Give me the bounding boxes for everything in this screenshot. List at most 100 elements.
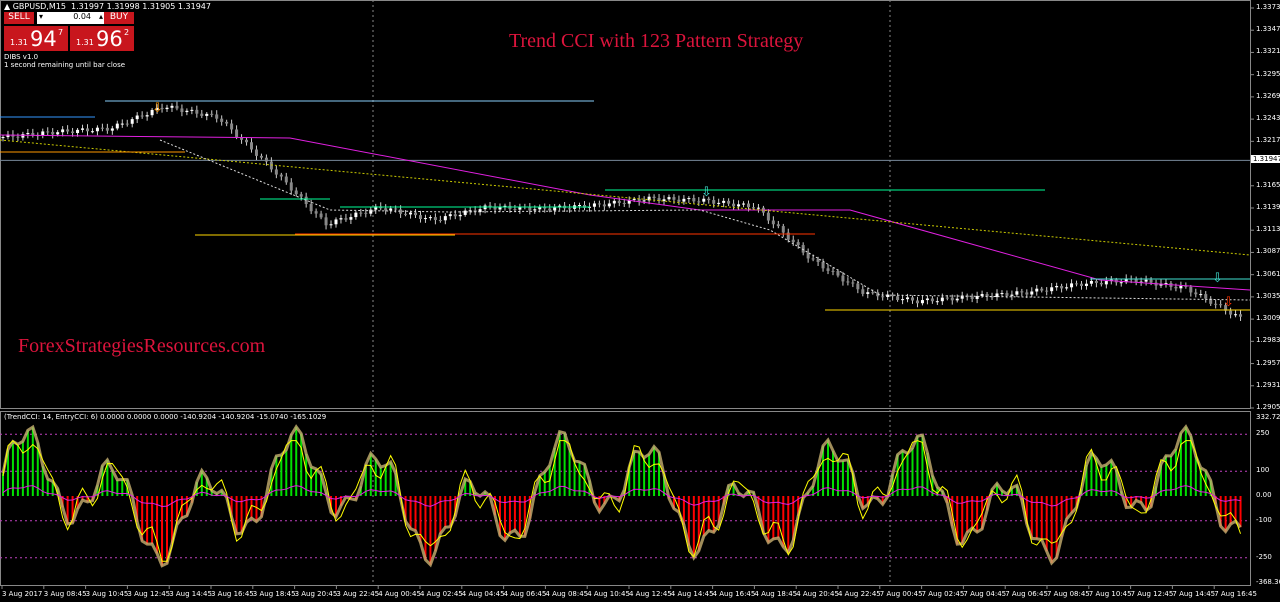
- candle-body: [801, 245, 805, 253]
- sell-price-sup: 7: [58, 28, 64, 37]
- price-axis-label: 1.30610: [1256, 269, 1280, 278]
- candle-body: [120, 123, 124, 125]
- candle-body: [742, 203, 746, 205]
- candle-body: [896, 296, 900, 301]
- candle-body: [553, 207, 557, 211]
- candle-body: [796, 242, 800, 246]
- indicator-header: (TrendCCI: 14, EntryCCI: 6) 0.0000 0.000…: [4, 413, 327, 421]
- candle-body: [409, 212, 413, 215]
- candle-body: [354, 212, 358, 218]
- lot-increase-icon[interactable]: ▴: [98, 12, 103, 21]
- candle-body: [289, 182, 293, 191]
- candle-body: [548, 208, 552, 211]
- candle-body: [876, 292, 880, 297]
- candle-body: [1219, 304, 1223, 306]
- time-axis-label: 7 Aug 10:45: [1088, 590, 1132, 598]
- candle-body: [915, 300, 919, 304]
- candle-body: [692, 198, 696, 202]
- price-axis-label: 1.29570: [1256, 358, 1280, 367]
- candle-body: [230, 123, 234, 130]
- price-axis-label: 1.32950: [1256, 69, 1280, 78]
- candle-body: [1035, 288, 1039, 292]
- candle-body: [985, 294, 989, 297]
- candle-body: [1070, 283, 1074, 288]
- candle-body: [751, 207, 755, 209]
- candle-body: [51, 131, 55, 135]
- lot-value[interactable]: 0.04: [73, 12, 91, 21]
- candle-body: [1050, 287, 1054, 292]
- candle-body: [443, 216, 447, 221]
- candle-body: [831, 270, 835, 272]
- candle-body: [617, 200, 621, 203]
- candle-body: [1224, 305, 1228, 311]
- candle-body: [76, 129, 80, 134]
- candle-body: [418, 215, 422, 219]
- candle-body: [1184, 285, 1188, 287]
- sell-button[interactable]: SELL: [4, 12, 34, 24]
- time-axis-label: 3 Aug 18:45: [252, 590, 296, 598]
- candle-body: [677, 199, 681, 202]
- candle-body: [657, 198, 661, 202]
- candle-body: [821, 261, 825, 269]
- candle-body: [135, 115, 139, 120]
- candle-body: [319, 213, 323, 218]
- candle-body: [1005, 293, 1009, 296]
- candle-body: [881, 296, 885, 298]
- candle-body: [1084, 283, 1088, 286]
- candle-body: [503, 205, 507, 207]
- candle-body: [160, 107, 164, 110]
- candle-body: [602, 204, 606, 207]
- sell-price-big: 94: [30, 27, 57, 51]
- buy-button[interactable]: BUY: [104, 12, 134, 24]
- lot-size-input[interactable]: ▾ 0.04 ▴: [37, 12, 105, 24]
- candle-body: [16, 136, 20, 138]
- indicator-axis-label: -250: [1256, 552, 1272, 561]
- trend-cci-line: [1, 424, 1242, 568]
- candle-body: [498, 206, 502, 210]
- candle-body: [364, 212, 368, 214]
- time-axis-label: 4 Aug 08:45: [545, 590, 589, 598]
- buy-price[interactable]: 1.31 96 2: [70, 26, 134, 51]
- sell-price[interactable]: 1.31 94 7: [4, 26, 68, 51]
- candle-body: [1104, 281, 1108, 285]
- candle-body: [1149, 279, 1153, 283]
- candle-body: [528, 207, 532, 211]
- candle-body: [458, 214, 462, 217]
- candle-body: [1020, 291, 1024, 293]
- price-axis-label: 1.31650: [1256, 180, 1280, 189]
- candle-body: [607, 203, 611, 207]
- candle-body: [200, 113, 204, 116]
- candle-body: [61, 129, 65, 133]
- cci-ma-line: [2, 485, 1241, 507]
- candle-body: [1124, 278, 1128, 283]
- candle-body: [399, 209, 403, 214]
- price-axis-label: 1.30350: [1256, 291, 1280, 300]
- indicator-axis-label: 250: [1256, 429, 1270, 438]
- candle-body: [911, 297, 915, 301]
- candle-body: [702, 198, 706, 202]
- time-axis-label: 4 Aug 16:45: [712, 590, 756, 598]
- time-axis-label: 7 Aug 04:45: [963, 590, 1007, 598]
- candle-body: [235, 129, 239, 137]
- main-pane-frame: [0, 0, 1251, 409]
- time-axis-label: 3 Aug 08:45: [43, 590, 87, 598]
- candle-body: [856, 283, 860, 290]
- candle-body: [71, 131, 75, 134]
- candle-body: [811, 258, 815, 260]
- candle-body: [866, 292, 870, 294]
- price-axis-label: 1.29830: [1256, 336, 1280, 345]
- candle-body: [433, 217, 437, 221]
- signal-arrow-icon: ⇩: [701, 185, 712, 200]
- candle-body: [1000, 293, 1004, 295]
- time-axis-label: 4 Aug 12:45: [629, 590, 672, 598]
- candle-body: [886, 294, 890, 297]
- lot-decrease-icon[interactable]: ▾: [39, 12, 44, 21]
- candle-body: [1075, 283, 1079, 285]
- candle-body: [786, 232, 790, 240]
- candle-body: [359, 212, 363, 214]
- candle-body: [85, 128, 89, 132]
- candle-body: [463, 210, 467, 215]
- candle-body: [533, 209, 537, 211]
- candle-body: [384, 208, 388, 211]
